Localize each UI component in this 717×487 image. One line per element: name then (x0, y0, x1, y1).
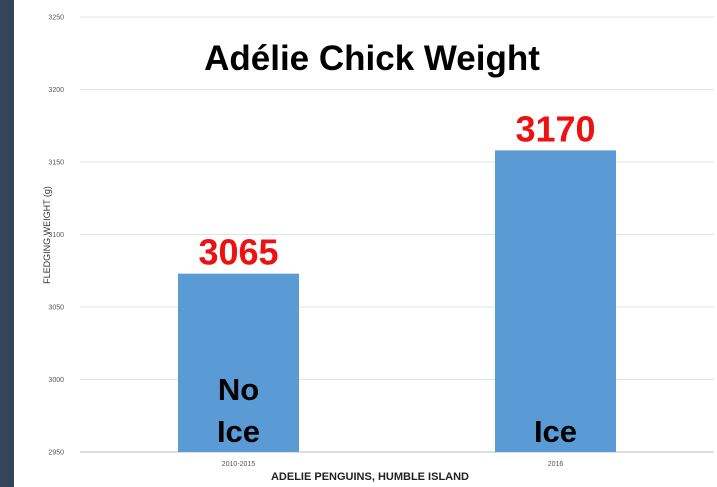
y-tick-label: 3050 (48, 305, 64, 312)
y-axis-ticks: 2950 3000 3050 3100 3150 3200 3250 (48, 15, 64, 457)
slide-left-edge (0, 0, 14, 487)
y-axis-title: FLEDGING WEIGHT (g) (42, 186, 52, 284)
y-tick-label: 3250 (48, 15, 64, 22)
y-tick-label: 3150 (48, 160, 64, 167)
chart-panel: 2950 3000 3050 3100 3150 3200 3250 3065 No Ice 31… (14, 0, 717, 487)
data-label: 3170 (515, 108, 595, 149)
bar (178, 273, 299, 452)
x-axis-ticks: 2010-2015 2016 (222, 461, 564, 468)
y-tick-label: 3200 (48, 87, 64, 94)
data-label: 3065 (198, 232, 278, 273)
bar-text: Ice (217, 414, 260, 449)
x-tick-label: 2016 (548, 461, 564, 468)
x-axis-title: ADELIE PENGUINS, HUMBLE ISLAND (271, 471, 469, 483)
x-tick-label: 2010-2015 (222, 461, 256, 468)
bar-text: Ice (534, 414, 577, 449)
bar-chart: 2950 3000 3050 3100 3150 3200 3250 3065 No Ice 31… (42, 15, 714, 483)
gridlines (80, 16, 714, 453)
y-tick-label: 3100 (48, 232, 64, 239)
y-tick-label: 3000 (48, 377, 64, 384)
bars: 3065 No Ice 3170 Ice (178, 108, 616, 452)
y-tick-label: 2950 (48, 450, 64, 457)
chart-title: Adélie Chick Weight (204, 39, 540, 78)
bar (495, 150, 616, 452)
bar-text: No (218, 372, 259, 407)
